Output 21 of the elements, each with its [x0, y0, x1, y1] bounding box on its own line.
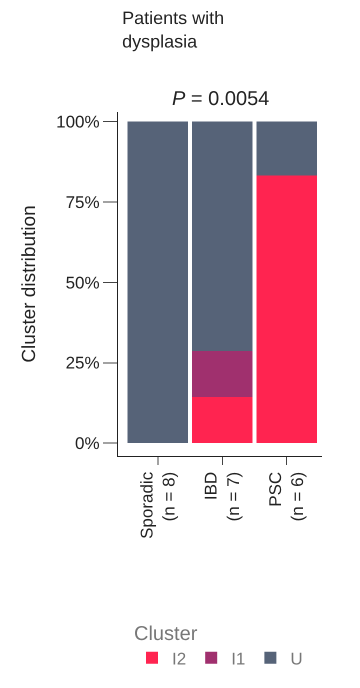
bar: [192, 122, 252, 352]
text: P = 0.0054: [172, 88, 270, 110]
y-tick-label: 100%: [56, 112, 100, 132]
legend-title: Cluster: [134, 623, 198, 646]
x-tick-label: Sporadic (n = 8): [137, 471, 178, 539]
legend-label: I1: [231, 649, 246, 668]
bar: [192, 351, 252, 398]
y-tick-label: 25%: [66, 354, 100, 373]
y-axis-title: Cluster distribution: [18, 205, 40, 363]
x-tick-label: IBD (n = 7): [202, 472, 243, 522]
bar: [192, 397, 252, 444]
bar: [128, 122, 188, 444]
bar: [256, 175, 317, 444]
y-tick-label: 0%: [75, 434, 100, 454]
bar: [256, 122, 317, 176]
y-tick-label: 50%: [66, 273, 100, 292]
x-tick-label: PSC (n = 6): [266, 472, 308, 522]
chart-title: Patients with dysplasia: [122, 8, 224, 52]
y-tick-label: 75%: [66, 192, 100, 212]
legend-label: U: [290, 649, 303, 668]
legend-label: I2: [172, 649, 186, 668]
